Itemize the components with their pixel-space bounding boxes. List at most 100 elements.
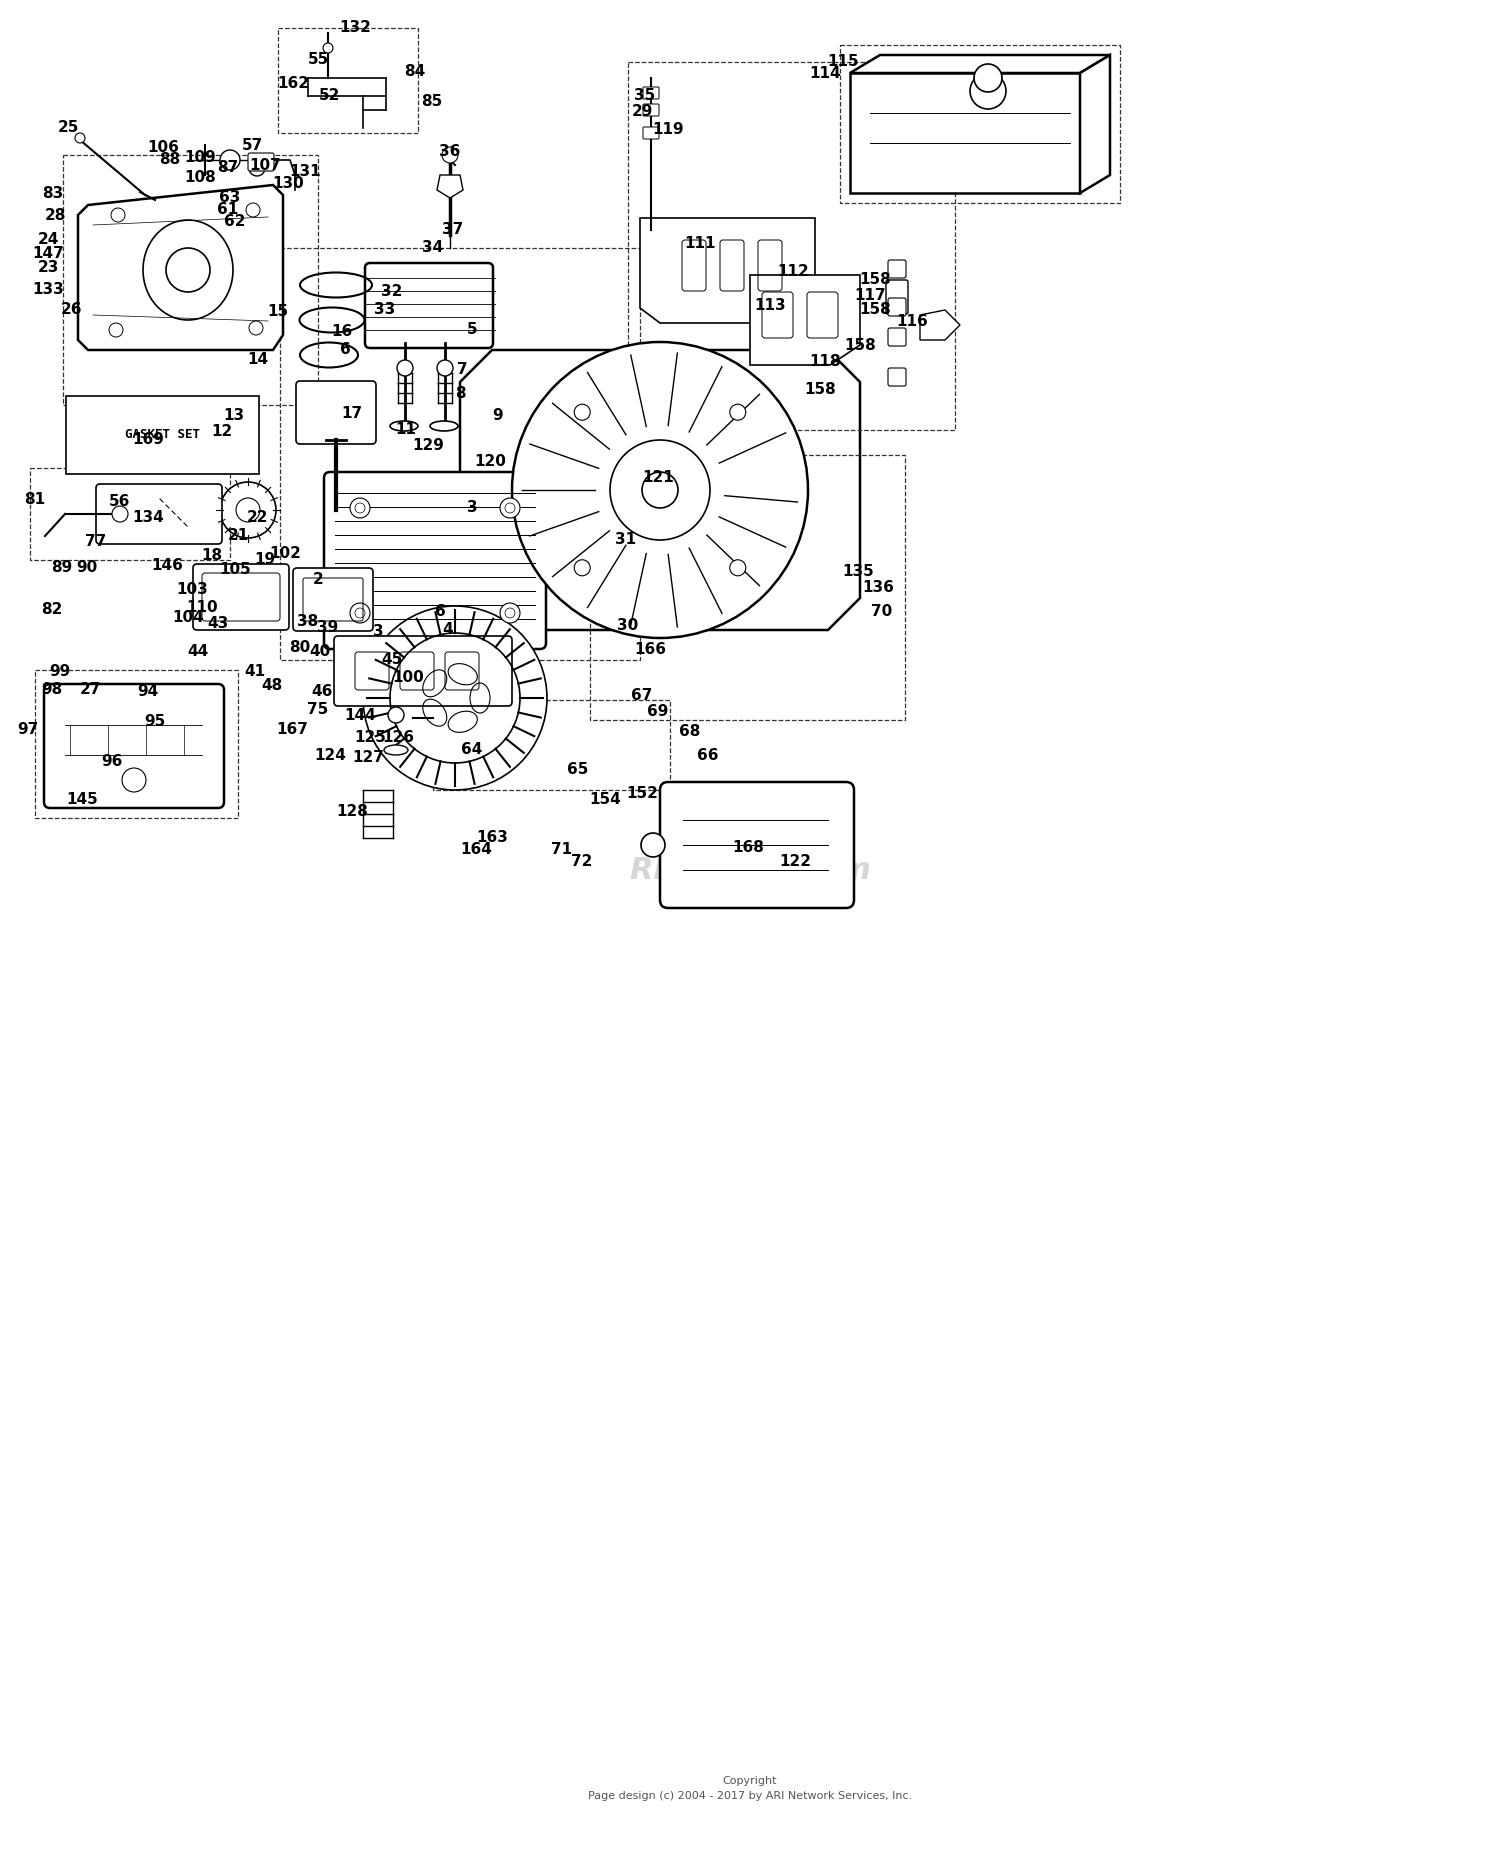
- Text: 127: 127: [352, 750, 384, 765]
- Text: 21: 21: [228, 528, 249, 543]
- Text: 106: 106: [147, 141, 178, 156]
- Text: 69: 69: [648, 704, 669, 719]
- Text: 48: 48: [261, 678, 282, 693]
- Text: 62: 62: [225, 215, 246, 230]
- Text: 108: 108: [184, 170, 216, 185]
- Text: 152: 152: [626, 786, 658, 800]
- Text: 28: 28: [45, 208, 66, 222]
- FancyBboxPatch shape: [888, 369, 906, 385]
- Text: 38: 38: [297, 615, 318, 630]
- Text: 111: 111: [684, 235, 716, 250]
- Text: 55: 55: [308, 52, 328, 67]
- Text: 135: 135: [842, 565, 874, 580]
- Text: 57: 57: [242, 137, 262, 152]
- Text: 11: 11: [396, 422, 417, 437]
- Text: 16: 16: [332, 324, 352, 339]
- FancyBboxPatch shape: [194, 563, 290, 630]
- Circle shape: [970, 72, 1006, 109]
- Text: 66: 66: [698, 747, 718, 762]
- Text: 25: 25: [57, 119, 78, 135]
- Text: 80: 80: [290, 641, 310, 656]
- Text: 4: 4: [442, 623, 453, 637]
- Circle shape: [350, 498, 370, 519]
- Text: 29: 29: [632, 104, 652, 119]
- Text: 72: 72: [572, 854, 592, 869]
- Text: 104: 104: [172, 610, 204, 626]
- Text: 3: 3: [466, 500, 477, 515]
- Text: 128: 128: [336, 804, 368, 819]
- Text: 146: 146: [152, 558, 183, 573]
- Text: 52: 52: [320, 87, 340, 102]
- Text: 158: 158: [804, 382, 836, 398]
- Circle shape: [220, 150, 240, 170]
- Circle shape: [388, 708, 404, 723]
- Circle shape: [436, 359, 453, 376]
- Circle shape: [500, 498, 520, 519]
- Text: 120: 120: [474, 454, 506, 469]
- Text: 85: 85: [422, 95, 442, 109]
- Circle shape: [363, 606, 548, 789]
- Text: 19: 19: [255, 552, 276, 567]
- Text: 132: 132: [339, 20, 370, 35]
- Text: 126: 126: [382, 730, 414, 745]
- Text: 121: 121: [642, 471, 674, 485]
- FancyBboxPatch shape: [886, 280, 908, 313]
- Text: 7: 7: [456, 363, 468, 378]
- Circle shape: [974, 65, 1002, 93]
- Text: 33: 33: [375, 302, 396, 317]
- Text: 61: 61: [217, 202, 238, 217]
- Text: 98: 98: [42, 682, 63, 697]
- Text: 35: 35: [634, 87, 656, 102]
- Circle shape: [249, 159, 266, 176]
- Text: 56: 56: [110, 495, 130, 510]
- Text: 119: 119: [652, 122, 684, 137]
- Text: 8: 8: [454, 385, 465, 400]
- Text: 3: 3: [372, 624, 384, 639]
- FancyBboxPatch shape: [660, 782, 853, 908]
- Circle shape: [322, 43, 333, 54]
- Circle shape: [249, 321, 262, 335]
- Text: TM: TM: [780, 882, 798, 895]
- Text: 100: 100: [392, 669, 424, 684]
- Text: 26: 26: [62, 302, 82, 317]
- Circle shape: [220, 482, 276, 537]
- Text: 105: 105: [219, 563, 251, 578]
- Text: 13: 13: [224, 408, 245, 422]
- Text: 154: 154: [590, 793, 621, 808]
- Text: 32: 32: [381, 285, 402, 300]
- Text: 129: 129: [413, 437, 444, 452]
- Text: 84: 84: [405, 65, 426, 80]
- Text: 24: 24: [38, 232, 58, 248]
- Text: 97: 97: [18, 723, 39, 737]
- Polygon shape: [920, 309, 960, 339]
- Text: 88: 88: [159, 152, 180, 167]
- Polygon shape: [640, 219, 815, 322]
- FancyBboxPatch shape: [324, 473, 546, 649]
- Text: 75: 75: [308, 702, 328, 717]
- Text: 167: 167: [276, 723, 308, 737]
- Text: 103: 103: [176, 582, 208, 597]
- FancyBboxPatch shape: [66, 397, 260, 474]
- Ellipse shape: [384, 745, 408, 754]
- FancyBboxPatch shape: [96, 484, 222, 545]
- Text: 18: 18: [201, 547, 222, 563]
- Text: 99: 99: [50, 665, 70, 680]
- Polygon shape: [750, 274, 859, 365]
- Text: 134: 134: [132, 510, 164, 526]
- Text: 64: 64: [462, 743, 483, 758]
- Circle shape: [512, 343, 808, 637]
- Text: 136: 136: [862, 580, 894, 595]
- FancyBboxPatch shape: [334, 636, 512, 706]
- Text: 45: 45: [381, 652, 402, 667]
- Text: 43: 43: [207, 615, 228, 630]
- Text: 15: 15: [267, 304, 288, 319]
- Text: Copyright
Page design (c) 2004 - 2017 by ARI Network Services, Inc.: Copyright Page design (c) 2004 - 2017 by…: [588, 1775, 912, 1801]
- Polygon shape: [436, 174, 463, 198]
- Circle shape: [75, 133, 86, 143]
- Text: 17: 17: [342, 406, 363, 421]
- Text: 2: 2: [312, 573, 324, 587]
- Text: 82: 82: [42, 602, 63, 617]
- FancyBboxPatch shape: [888, 328, 906, 347]
- Text: 107: 107: [249, 158, 280, 172]
- FancyBboxPatch shape: [888, 298, 906, 317]
